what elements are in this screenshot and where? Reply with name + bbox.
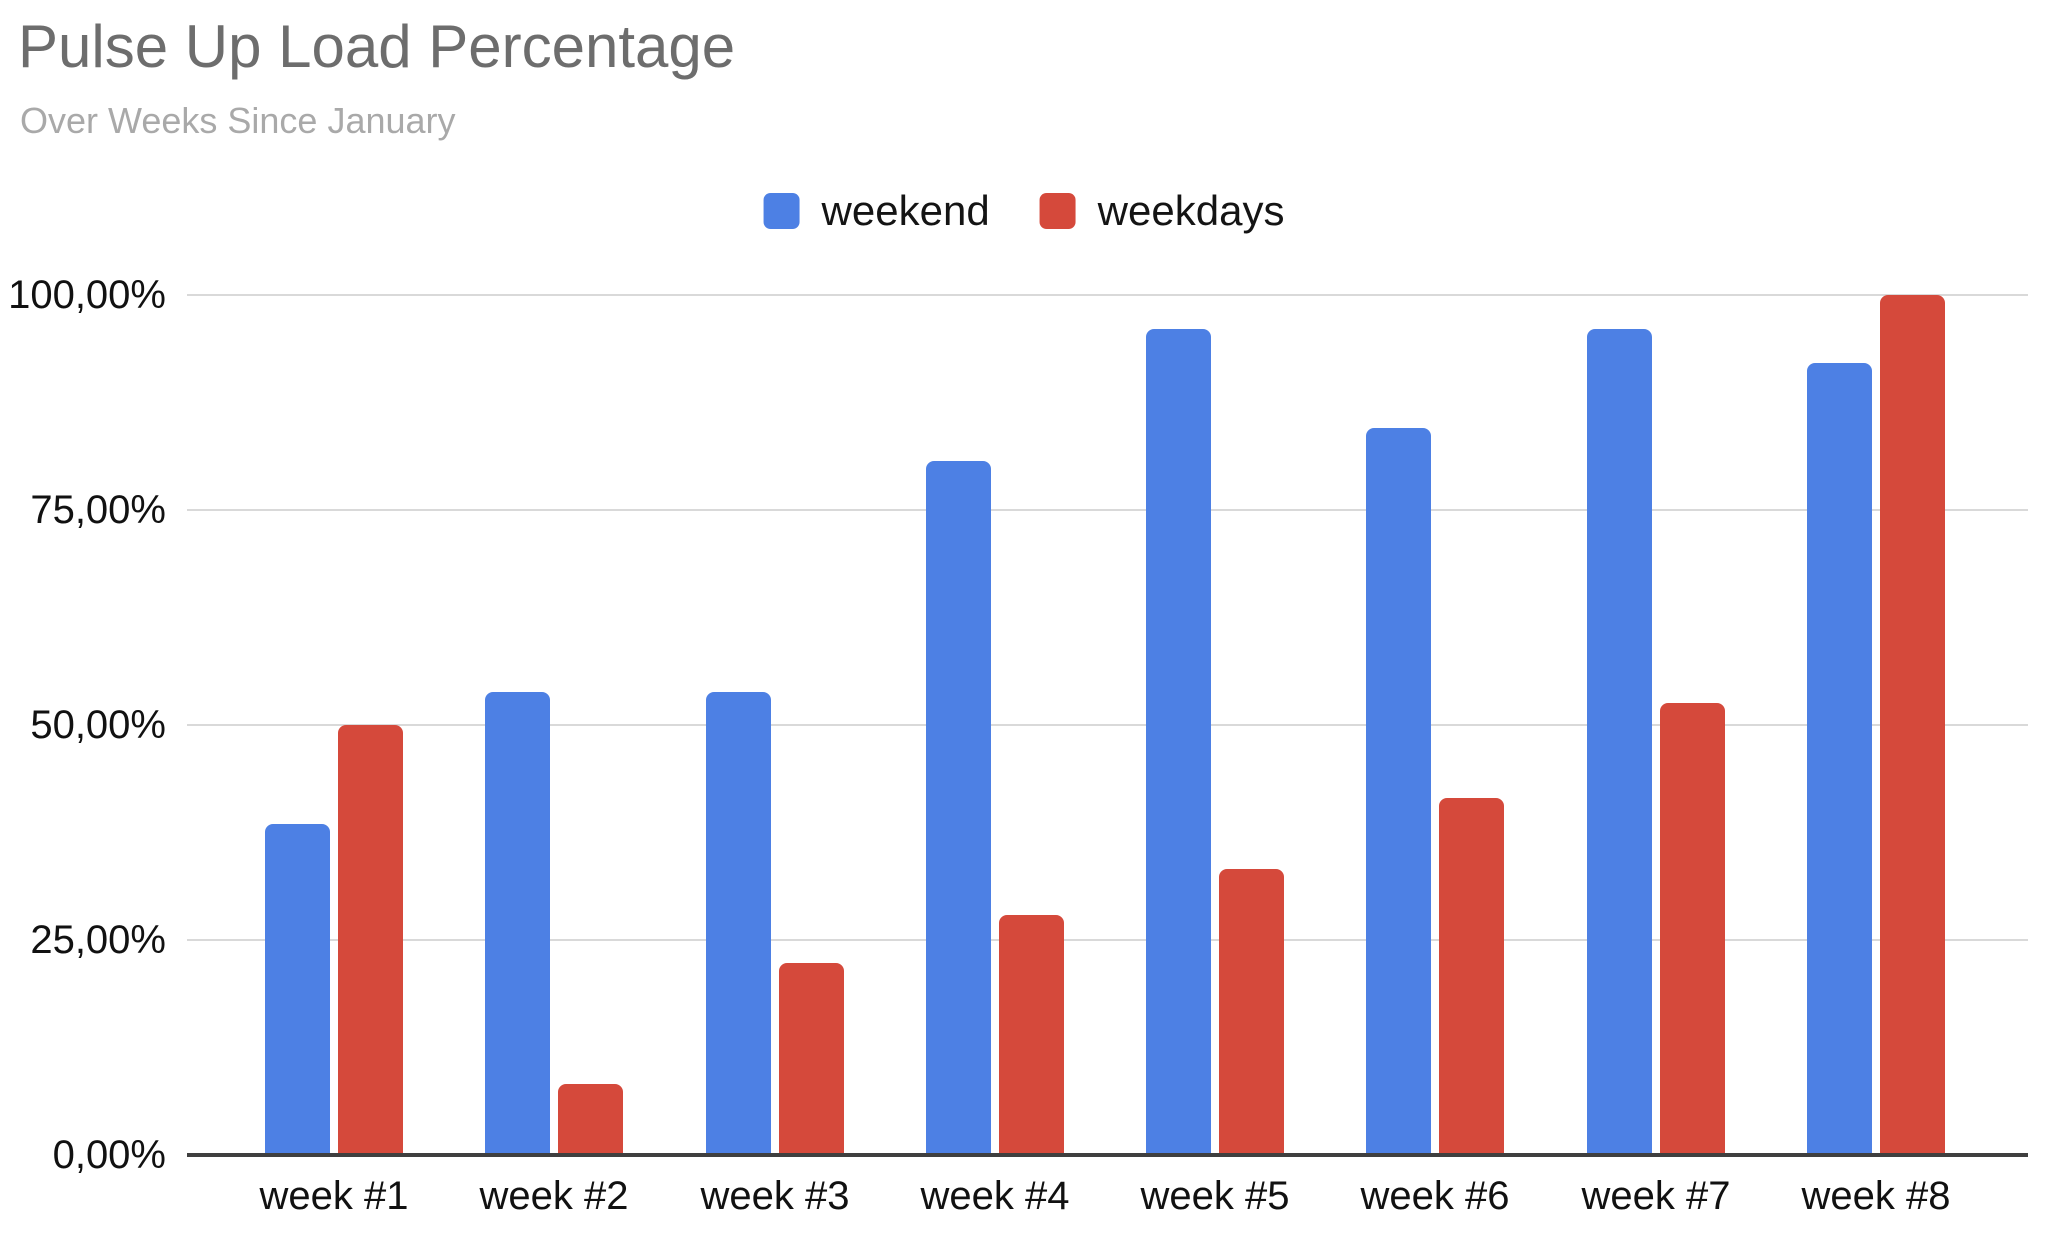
- x-axis-line: [187, 1153, 2028, 1157]
- x-axis-label-week-8: week #8: [1801, 1174, 1951, 1218]
- y-axis-label-75: 75,00%: [30, 488, 166, 532]
- bar-weekend-week-7[interactable]: [1587, 329, 1652, 1155]
- gridline-50: [187, 724, 2028, 726]
- legend-label-weekdays: weekdays: [1097, 187, 1285, 234]
- bar-weekdays-week-5[interactable]: [1219, 868, 1284, 1155]
- bar-weekend-week-4[interactable]: [926, 460, 991, 1155]
- plot-area: [187, 294, 2028, 1157]
- x-axis-label-week-1: week #1: [259, 1174, 409, 1218]
- bar-weekdays-week-2[interactable]: [558, 1084, 623, 1155]
- legend: weekend weekdays: [763, 187, 1285, 235]
- y-axis-label-25: 25,00%: [30, 918, 166, 962]
- bar-weekend-week-6[interactable]: [1366, 428, 1431, 1155]
- chart-title: Pulse Up Load Percentage: [18, 13, 736, 80]
- y-axis-label-0: 0,00%: [52, 1133, 166, 1177]
- bar-weekdays-week-1[interactable]: [338, 725, 403, 1155]
- bar-weekdays-week-6[interactable]: [1439, 798, 1504, 1155]
- gridline-100: [187, 294, 2028, 296]
- legend-swatch-weekdays: [1039, 193, 1076, 229]
- bar-weekend-week-1[interactable]: [265, 823, 330, 1155]
- x-axis-label-week-4: week #4: [920, 1174, 1070, 1218]
- bar-weekend-week-8[interactable]: [1807, 362, 1872, 1155]
- x-axis-label-week-6: week #6: [1360, 1174, 1510, 1218]
- bar-weekdays-week-7[interactable]: [1660, 702, 1725, 1155]
- y-axis-label-50: 50,00%: [30, 703, 166, 747]
- y-axis-label-100: 100,00%: [8, 273, 166, 317]
- bar-weekend-week-5[interactable]: [1146, 329, 1211, 1155]
- legend-label-weekend: weekend: [821, 187, 990, 234]
- bar-weekdays-week-4[interactable]: [999, 915, 1064, 1155]
- x-axis-label-week-2: week #2: [479, 1174, 629, 1218]
- x-axis-label-week-7: week #7: [1581, 1174, 1731, 1218]
- bar-weekdays-week-8[interactable]: [1880, 295, 1945, 1155]
- gridline-25: [187, 939, 2028, 941]
- legend-item-weekdays[interactable]: weekdays: [1039, 187, 1285, 235]
- legend-swatch-weekend: [763, 193, 800, 229]
- x-axis-label-week-5: week #5: [1140, 1174, 1290, 1218]
- legend-item-weekend[interactable]: weekend: [763, 187, 990, 235]
- x-axis-label-week-3: week #3: [700, 1174, 850, 1218]
- bar-weekdays-week-3[interactable]: [779, 963, 844, 1155]
- gridline-75: [187, 509, 2028, 511]
- bar-weekend-week-3[interactable]: [706, 692, 771, 1155]
- chart-subtitle: Over Weeks Since January: [20, 100, 456, 141]
- bar-weekend-week-2[interactable]: [485, 692, 550, 1155]
